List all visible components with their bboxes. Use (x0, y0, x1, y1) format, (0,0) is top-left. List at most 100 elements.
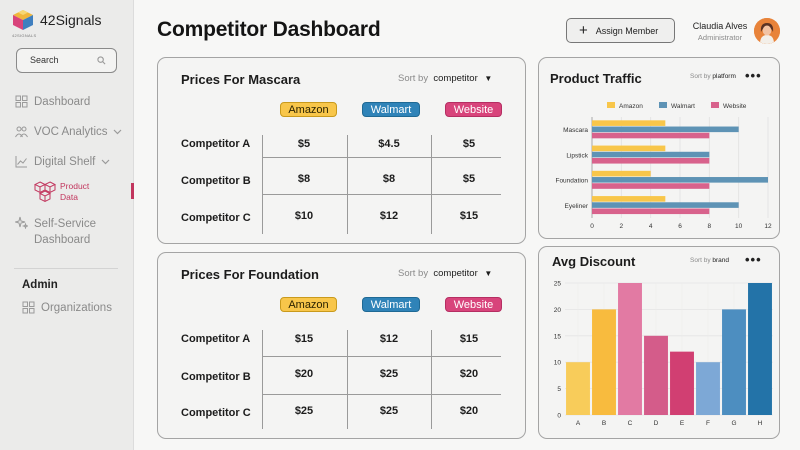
price-cell: $12 (379, 210, 399, 222)
table-divider (347, 330, 348, 429)
sort-dropdown[interactable]: Sort by competitor ▼ (398, 73, 492, 84)
bar (592, 151, 710, 158)
table-divider (262, 135, 263, 234)
avatar[interactable] (754, 18, 780, 44)
sidebar-item-label: Self-Service Dashboard (34, 218, 96, 246)
discount-chart: 0 5 10 15 20 25 A B C D E F G H (554, 281, 773, 427)
table-divider (431, 330, 432, 429)
card-title: Avg Discount (552, 254, 636, 269)
sort-dropdown[interactable]: Sort by brand (690, 257, 729, 264)
sidebar-item-label: Digital Shelf (34, 155, 96, 168)
legend-label: Website (723, 103, 747, 110)
price-cell: $20 (459, 368, 479, 380)
bar (592, 170, 651, 177)
sidebar-item-label: Dashboard (34, 95, 91, 108)
assign-member-label: Assign Member (595, 25, 659, 36)
price-cell: $15 (459, 210, 479, 222)
sort-dropdown[interactable]: Sort by platform (690, 73, 736, 80)
grid-icon (15, 95, 28, 108)
y-tick-label: Mascara (563, 127, 588, 134)
bar (722, 309, 746, 415)
app-name: 42Signals (40, 12, 102, 28)
bar (592, 309, 616, 415)
column-website: Website (445, 297, 502, 312)
x-tick-label: 2 (620, 223, 624, 230)
table-divider (262, 330, 263, 429)
sort-label: Sort by (690, 257, 711, 264)
x-tick-label: 4 (649, 223, 653, 230)
card-title: Prices For Foundation (181, 267, 319, 282)
table-divider (262, 194, 501, 195)
price-cell: $25 (379, 405, 399, 417)
price-cell: $5 (297, 138, 311, 150)
y-tick-label: 5 (557, 386, 561, 393)
x-tick-label: 12 (764, 223, 772, 230)
price-cell: $15 (459, 333, 479, 345)
user-role: Administrator (697, 33, 743, 42)
sidebar-item-voc-analytics[interactable]: VOC Analytics (15, 125, 122, 138)
assign-member-button[interactable]: + Assign Member (566, 18, 675, 43)
bar (670, 351, 694, 415)
bar (696, 362, 720, 415)
legend-label: Walmart (671, 103, 695, 110)
x-tick-label: B (602, 420, 606, 427)
sort-label: Sort by (398, 268, 429, 279)
price-cell: $20 (294, 368, 314, 380)
more-options-icon[interactable]: ••• (745, 68, 762, 83)
column-walmart: Walmart (362, 297, 420, 312)
row-label: Competitor B (181, 371, 251, 383)
legend-swatch (711, 102, 719, 108)
price-cell: $8 (382, 173, 396, 185)
y-tick-label: 20 (554, 307, 562, 314)
app-logo[interactable]: 42Signals (12, 9, 102, 31)
price-cell: $8 (297, 173, 311, 185)
sidebar-item-product-data[interactable]: Product Data (34, 179, 134, 207)
y-tick-label: Eyeliner (565, 203, 589, 210)
price-cell: $25 (294, 405, 314, 417)
chevron-down-icon (101, 159, 110, 165)
search-label: Search (30, 55, 59, 65)
sort-value: brand (712, 257, 730, 264)
sidebar-subitem-label: Product Data (60, 181, 90, 202)
legend-swatch (607, 102, 615, 108)
sidebar-item-organizations[interactable]: Organizations (22, 301, 112, 314)
x-tick-label: 10 (735, 223, 743, 230)
price-cell: $12 (379, 333, 399, 345)
card-title: Prices For Mascara (181, 72, 301, 87)
sidebar-item-dashboard[interactable]: Dashboard (15, 95, 90, 108)
y-tick-label: Foundation (555, 178, 588, 185)
card-title: Product Traffic (550, 71, 642, 86)
table-divider (262, 356, 501, 357)
plus-icon: + (579, 22, 588, 39)
x-tick-label: E (680, 420, 685, 427)
bar (644, 335, 668, 415)
search-icon (97, 56, 106, 65)
sparkle-icon (15, 216, 28, 229)
search-input[interactable]: Search (16, 48, 117, 73)
price-cell: $15 (294, 333, 314, 345)
sort-label: Sort by (690, 73, 711, 80)
page-title: Competitor Dashboard (157, 18, 381, 41)
caret-down-icon: ▼ (484, 74, 493, 83)
x-tick-label: D (654, 420, 659, 427)
legend-swatch (659, 102, 667, 108)
price-cell: $5 (462, 173, 476, 185)
grid-icon (22, 301, 35, 314)
more-options-icon[interactable]: ••• (745, 252, 762, 267)
bar (592, 177, 768, 183)
sidebar: 42Signals 42SIGNALS Search Dashboard VOC… (0, 0, 134, 450)
avg-discount-card: Avg Discount Sort by brand ••• 0 5 10 15 20 2… (538, 246, 780, 439)
bar (592, 120, 666, 126)
table-divider (347, 135, 348, 234)
sidebar-item-self-service-dashboard[interactable]: Self-Service Dashboard (15, 216, 96, 248)
sort-value: platform (712, 73, 736, 80)
bar (592, 196, 666, 202)
mascara-price-card: Prices For Mascara Sort by competitor ▼ … (157, 57, 526, 244)
sort-dropdown[interactable]: Sort by competitor ▼ (398, 268, 492, 279)
x-tick-label: G (731, 420, 736, 427)
chevron-down-icon (113, 129, 121, 135)
x-tick-label: H (758, 420, 763, 427)
trend-chart-icon (15, 156, 27, 168)
sidebar-divider (14, 268, 118, 269)
sidebar-item-digital-shelf[interactable]: Digital Shelf (15, 155, 110, 168)
